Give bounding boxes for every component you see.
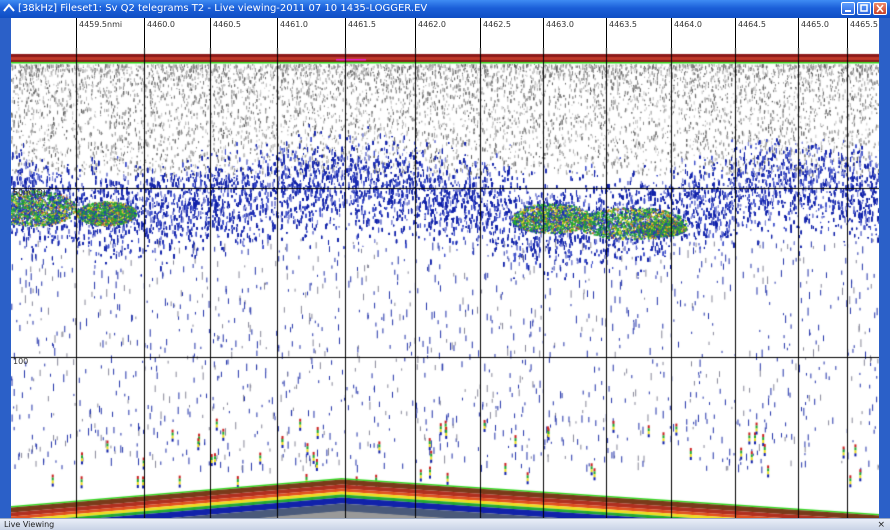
ruler-label: 4462.5 [483,20,511,29]
status-text: Live Viewing [4,520,55,529]
status-close-icon[interactable]: × [877,520,885,530]
ruler-tick [606,18,607,48]
echogram-canvas[interactable] [11,48,879,518]
ruler-label: 4464.5 [738,20,766,29]
ruler-label: 4459.5nmi [79,20,123,29]
depth-label-100: 100 [13,357,29,366]
ruler-label: 4465.0 [801,20,829,29]
ruler-label: 4465.5 [850,20,878,29]
ruler-tick [543,18,544,48]
ruler-tick [671,18,672,48]
ruler-label: 4463.0 [546,20,574,29]
ruler-label: 4461.5 [348,20,376,29]
ruler-tick [415,18,416,48]
ruler-tick [76,18,77,48]
depth-label-50: 50m (D) [13,188,46,197]
ruler-tick [735,18,736,48]
minimize-button[interactable] [841,2,855,15]
ruler-label: 4460.5 [213,20,241,29]
title-bar[interactable]: [38kHz] Fileset1: Sv Q2 telegrams T2 - L… [0,0,890,18]
distance-ruler: 4459.5nmi 4460.0 4460.5 4461.0 4461.5 4462.0 4… [11,18,879,48]
maximize-button[interactable] [857,2,871,15]
ruler-label: 4462.0 [418,20,446,29]
ruler-tick [480,18,481,48]
ruler-label: 4461.0 [280,20,308,29]
ruler-tick [210,18,211,48]
ruler-label: 4463.5 [609,20,637,29]
echogram-panel[interactable]: 4459.5nmi 4460.0 4460.5 4461.0 4461.5 4462.0 4… [11,18,879,518]
window-title: [38kHz] Fileset1: Sv Q2 telegrams T2 - L… [18,3,428,14]
close-button[interactable] [873,2,887,15]
ruler-tick [144,18,145,48]
echoview-app-icon[interactable] [3,2,15,14]
ruler-label: 4464.0 [674,20,702,29]
ruler-tick [345,18,346,48]
ruler-label: 4460.0 [147,20,175,29]
status-bar: Live Viewing × [0,518,890,530]
ruler-tick [847,18,848,48]
ruler-tick [798,18,799,48]
ruler-tick [277,18,278,48]
